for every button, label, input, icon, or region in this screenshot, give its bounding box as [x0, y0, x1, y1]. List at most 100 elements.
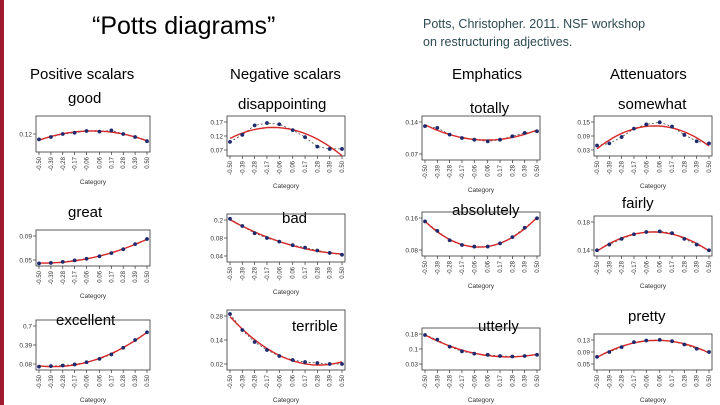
x-tick-label: -0.28	[253, 266, 259, 280]
data-point	[607, 242, 612, 247]
data-point	[619, 135, 624, 139]
x-tick-label: -0.06	[644, 160, 650, 174]
x-tick-label: 0.17	[670, 160, 676, 172]
data-point	[277, 122, 282, 127]
y-tick-label: 0.08	[405, 248, 418, 255]
x-tick-label: -0.50	[228, 160, 234, 174]
data-point	[682, 236, 687, 241]
slide-title: “Potts diagrams”	[92, 12, 276, 40]
y-tick-label: 0.18	[405, 332, 418, 339]
data-point	[632, 340, 636, 345]
x-tick-label: -0.17	[632, 160, 638, 174]
fit-curve	[229, 219, 343, 255]
y-tick-label: 0.05	[577, 362, 590, 369]
fit-curve	[39, 238, 148, 264]
y-tick-label: 0.03	[405, 362, 418, 369]
word-utterly: utterly	[478, 318, 519, 335]
data-point	[228, 312, 232, 316]
x-tick-label: -0.50	[37, 270, 43, 284]
data-point	[340, 252, 344, 257]
data-point	[37, 364, 41, 369]
x-tick-label: -0.06	[472, 374, 478, 388]
data-point	[72, 258, 77, 263]
x-tick-label: -0.50	[228, 374, 234, 388]
x-axis-label: Category	[640, 283, 667, 290]
x-tick-label: 0.17	[109, 270, 115, 282]
x-tick-label: 0.50	[145, 374, 151, 386]
x-tick-label: 0.28	[315, 160, 321, 172]
data-point	[423, 333, 427, 337]
data-point	[682, 342, 687, 347]
x-tick-label: 0.28	[121, 270, 127, 282]
data-point	[670, 339, 674, 344]
plot-frame	[226, 309, 346, 371]
data-point	[682, 133, 687, 137]
data-point	[252, 340, 257, 344]
x-tick-label: 0.06	[291, 374, 297, 386]
x-tick-label: 0.06	[658, 374, 664, 386]
x-tick-label: -0.28	[448, 374, 454, 388]
potts-plot-pretty: 0.13 0.09 0.05 -0.50 -0.39 -0.28 -0.17 -0.06 0.0…	[577, 333, 713, 404]
x-tick-label: -0.17	[265, 374, 271, 388]
x-tick-label: -0.39	[607, 374, 613, 388]
data-point	[60, 259, 65, 264]
x-tick-label: -0.06	[277, 266, 283, 280]
potts-plot-absolutely: 0.16 0.08 -0.50 -0.39 -0.28 -0.17 -0.06 0.06 0.1…	[405, 211, 541, 290]
fit-curve	[424, 217, 538, 248]
data-point	[109, 251, 114, 256]
x-tick-label: 0.50	[535, 260, 541, 272]
data-point	[694, 139, 699, 144]
x-tick-label: 0.50	[145, 270, 151, 282]
observed-line	[38, 238, 148, 264]
x-tick-label: 0.06	[97, 270, 103, 282]
data-point	[290, 243, 295, 248]
x-tick-label: -0.39	[607, 260, 613, 274]
x-tick-label: -0.17	[265, 266, 271, 280]
data-point	[37, 261, 41, 266]
x-tick-label: -0.28	[61, 156, 67, 170]
x-tick-label: -0.06	[85, 156, 91, 170]
data-point	[315, 248, 320, 253]
data-point	[277, 354, 282, 358]
column-header-emphatics: Emphatics	[452, 66, 523, 83]
x-tick-label: 0.28	[121, 374, 127, 386]
data-point	[522, 131, 527, 135]
x-tick-label: 0.17	[498, 164, 504, 176]
x-tick-label: 0.17	[303, 266, 309, 278]
y-tick-label: 0.16	[405, 216, 418, 223]
observed-line	[38, 331, 148, 368]
data-point	[644, 338, 649, 343]
x-tick-label: 0.06	[658, 260, 664, 272]
x-tick-label: 0.06	[486, 260, 492, 272]
plot-frame	[421, 115, 541, 161]
plot-frame	[35, 229, 151, 267]
data-point	[460, 349, 464, 354]
data-point	[435, 337, 440, 342]
word-terrible: terrible	[292, 318, 338, 335]
y-tick-label: 0.14	[405, 120, 418, 127]
x-tick-label: -0.50	[423, 374, 429, 388]
data-point	[277, 239, 282, 244]
data-point	[145, 139, 149, 144]
x-axis-label: Category	[468, 187, 495, 194]
x-tick-label: 0.17	[670, 260, 676, 272]
observed-line	[424, 217, 538, 247]
x-tick-label: -0.39	[435, 260, 441, 274]
x-tick-label: -0.50	[37, 156, 43, 170]
x-tick-label: -0.06	[644, 260, 650, 274]
x-tick-label: -0.39	[240, 374, 246, 388]
x-tick-label: 0.06	[486, 374, 492, 386]
x-tick-label: -0.50	[595, 160, 601, 174]
fit-curve	[229, 126, 343, 157]
x-tick-label: -0.28	[620, 160, 626, 174]
data-point	[694, 346, 699, 351]
data-point	[435, 125, 440, 130]
data-point	[303, 360, 307, 364]
data-point	[72, 362, 77, 367]
x-tick-label: -0.17	[73, 270, 79, 284]
data-point	[472, 244, 477, 249]
x-tick-label: 0.28	[315, 266, 321, 278]
plot-frame	[421, 211, 541, 257]
x-axis-label: Category	[640, 183, 667, 190]
data-point	[510, 354, 515, 359]
